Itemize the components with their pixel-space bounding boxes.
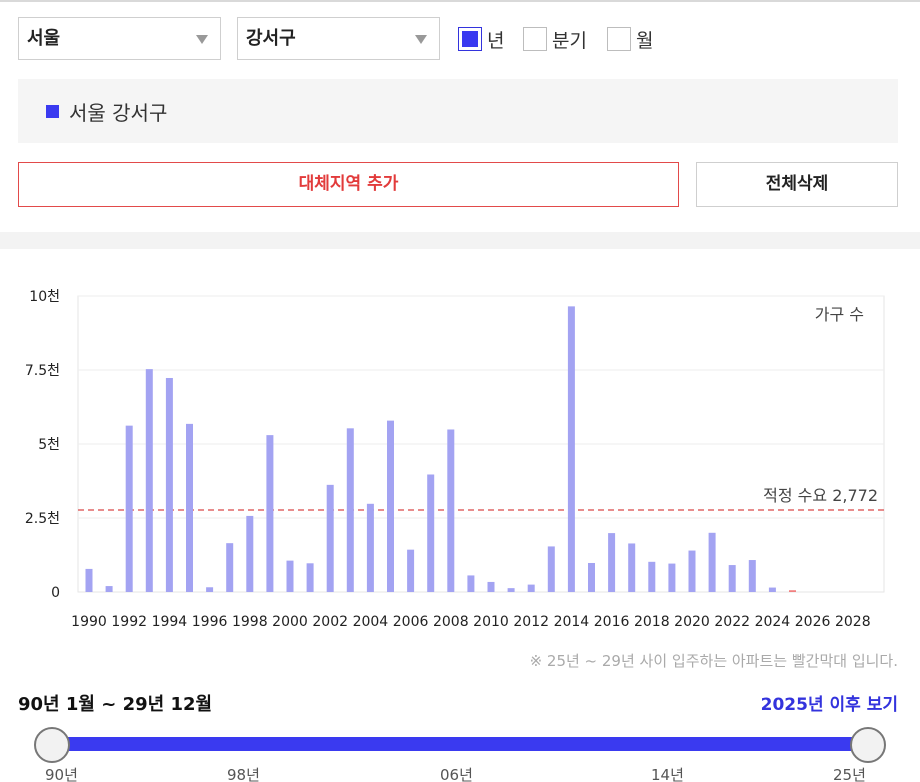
x-tick-label: 2004 (353, 614, 389, 630)
chevron-down-icon (415, 35, 427, 44)
chevron-down-icon (196, 35, 208, 44)
bar-2019 (668, 563, 676, 592)
legend-swatch (46, 105, 59, 118)
add-region-button[interactable]: 대체지역 추가 (18, 162, 679, 207)
x-tick-label: 2012 (513, 614, 549, 630)
legend-label: 서울 강서구 (69, 101, 168, 125)
bar-1995 (186, 423, 193, 592)
bar-2017 (628, 543, 636, 592)
quarter-checkbox[interactable] (523, 27, 547, 51)
bar-2001 (306, 563, 314, 592)
year-checkbox[interactable] (458, 27, 482, 51)
x-tick-label: 2014 (554, 614, 590, 630)
month-label: 월 (636, 29, 654, 52)
top-border (0, 0, 920, 2)
chart-annotation: 가구 수 (815, 305, 864, 324)
bar-2023 (748, 560, 756, 592)
clear-all-button[interactable]: 전체삭제 (696, 162, 898, 207)
year-label: 년 (487, 29, 505, 52)
bar-1993 (145, 369, 153, 592)
y-tick-label: 5천 (38, 437, 60, 453)
x-tick-label: 2006 (393, 614, 429, 630)
y-tick-label: 10천 (29, 289, 60, 305)
bar-2005 (387, 420, 394, 592)
legend-panel: 서울 강서구 (18, 79, 898, 143)
bar-1997 (226, 543, 234, 592)
bar-1991 (105, 586, 113, 592)
y-tick-label: 0 (51, 585, 60, 601)
x-tick-label: 2002 (312, 614, 348, 630)
bar-2010 (487, 581, 495, 592)
period-year-option[interactable]: 년 (458, 26, 504, 52)
x-tick-label: 2018 (634, 614, 670, 630)
bar-2022 (728, 565, 736, 592)
x-tick-label: 2016 (594, 614, 630, 630)
bar-1999 (266, 435, 274, 592)
x-tick-label: 1996 (192, 614, 228, 630)
footnote: ※ 25년 ~ 29년 사이 입주하는 아파트는 빨간막대 입니다. (529, 652, 898, 670)
bar-1990 (85, 568, 93, 592)
range-label: 90년 1월 ~ 29년 12월 (18, 694, 213, 715)
bar-2003 (346, 428, 354, 592)
slider-tick: 90년 (45, 766, 78, 782)
bar-2007 (427, 474, 435, 592)
bar-2016 (608, 533, 616, 592)
bar-2008 (447, 429, 455, 592)
bar-2002 (326, 484, 334, 592)
range-slider-start-handle[interactable] (34, 727, 70, 763)
x-tick-label: 2028 (835, 614, 871, 630)
x-tick-label: 2008 (433, 614, 469, 630)
after-2025-link[interactable]: 2025년 이후 보기 (760, 695, 898, 715)
bar-2012 (527, 584, 535, 592)
x-tick-label: 2026 (795, 614, 831, 630)
district-select-value: 강서구 (246, 28, 296, 49)
bar-2021 (708, 532, 716, 592)
period-month-option[interactable]: 월 (607, 26, 653, 52)
x-tick-label: 2022 (714, 614, 750, 630)
bar-2024 (768, 587, 776, 592)
bar-1992 (125, 425, 133, 592)
slider-tick: 14년 (651, 766, 684, 782)
bar-2014 (567, 306, 575, 592)
threshold-label: 적정 수요 2,772 (763, 486, 878, 505)
slider-tick: 06년 (440, 766, 473, 782)
city-select[interactable]: 서울 (18, 17, 221, 60)
bar-2020 (688, 550, 696, 592)
x-tick-label: 1994 (152, 614, 188, 630)
x-tick-label: 1998 (232, 614, 268, 630)
x-tick-label: 2000 (272, 614, 308, 630)
x-tick-label: 1990 (71, 614, 107, 630)
bar-2004 (366, 503, 374, 592)
bar-2013 (547, 546, 555, 592)
bar-2006 (407, 549, 415, 592)
x-tick-label: 2010 (473, 614, 509, 630)
section-divider (0, 232, 920, 249)
slider-tick: 25년 (833, 766, 866, 782)
x-tick-label: 1992 (111, 614, 147, 630)
bar-2011 (507, 588, 515, 592)
y-tick-label: 7.5천 (25, 363, 60, 379)
quarter-label: 분기 (552, 29, 587, 52)
month-checkbox[interactable] (607, 27, 631, 51)
period-quarter-option[interactable]: 분기 (523, 26, 587, 52)
city-select-value: 서울 (27, 28, 61, 49)
x-tick-label: 2020 (674, 614, 710, 630)
bar-1994 (165, 377, 173, 592)
bar-2009 (467, 575, 475, 592)
bar-2025 (789, 590, 796, 592)
district-select[interactable]: 강서구 (237, 17, 440, 60)
slider-tick: 98년 (227, 766, 260, 782)
bar-1996 (206, 587, 214, 592)
bar-2018 (648, 561, 656, 592)
y-tick-label: 2.5천 (25, 511, 60, 527)
bar-2000 (286, 560, 294, 592)
x-tick-label: 2024 (755, 614, 791, 630)
bar-2015 (588, 562, 595, 592)
bar-1998 (246, 515, 254, 592)
range-slider-track[interactable] (52, 737, 868, 751)
range-slider-end-handle[interactable] (850, 727, 886, 763)
